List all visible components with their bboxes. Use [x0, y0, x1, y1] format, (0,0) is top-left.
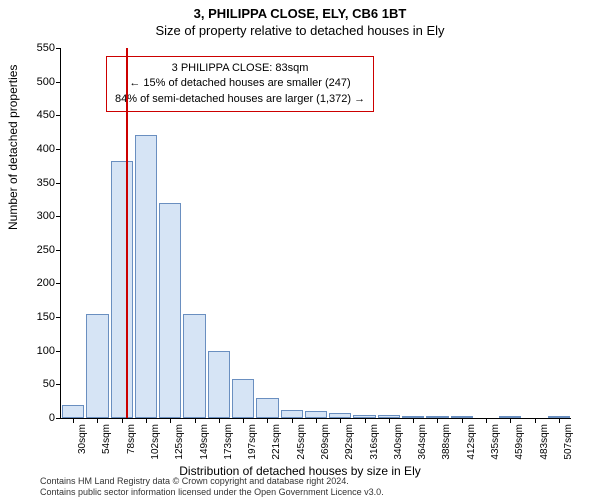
y-tick-mark: [56, 115, 61, 116]
property-callout: 3 PHILIPPA CLOSE: 83sqm ← 15% of detache…: [106, 56, 374, 112]
x-tick-label: 340sqm: [393, 424, 404, 460]
histogram-bar: [305, 411, 327, 418]
footer-line2: Contains public sector information licen…: [40, 487, 384, 498]
callout-larger: 84% of semi-detached houses are larger (…: [115, 92, 365, 107]
x-tick-label: 78sqm: [126, 424, 137, 454]
chart-plot-area: 3 PHILIPPA CLOSE: 83sqm ← 15% of detache…: [60, 48, 571, 419]
y-tick-mark: [56, 48, 61, 49]
x-tick-mark: [146, 418, 147, 423]
histogram-bar: [111, 161, 133, 418]
x-tick-label: 173sqm: [223, 424, 234, 460]
x-tick-label: 102sqm: [150, 424, 161, 460]
x-tick-label: 149sqm: [199, 424, 210, 460]
x-tick-mark: [219, 418, 220, 423]
x-tick-label: 269sqm: [320, 424, 331, 460]
histogram-bar: [159, 203, 181, 418]
histogram-bar: [256, 398, 278, 418]
y-tick-mark: [56, 149, 61, 150]
x-tick-label: 507sqm: [563, 424, 574, 460]
x-tick-label: 435sqm: [490, 424, 501, 460]
x-tick-mark: [486, 418, 487, 423]
x-tick-label: 30sqm: [77, 424, 88, 454]
x-tick-mark: [535, 418, 536, 423]
x-tick-mark: [462, 418, 463, 423]
x-tick-mark: [243, 418, 244, 423]
y-tick-mark: [56, 183, 61, 184]
x-tick-mark: [413, 418, 414, 423]
y-tick-mark: [56, 283, 61, 284]
histogram-bar: [183, 314, 205, 418]
y-tick-mark: [56, 216, 61, 217]
x-tick-mark: [170, 418, 171, 423]
x-tick-mark: [195, 418, 196, 423]
x-tick-label: 412sqm: [466, 424, 477, 460]
histogram-bar: [135, 135, 157, 418]
x-tick-mark: [97, 418, 98, 423]
x-tick-label: 125sqm: [174, 424, 185, 460]
footer-attribution: Contains HM Land Registry data © Crown c…: [40, 476, 384, 498]
y-tick-mark: [56, 82, 61, 83]
x-tick-label: 221sqm: [271, 424, 282, 460]
x-tick-mark: [437, 418, 438, 423]
x-tick-label: 316sqm: [369, 424, 380, 460]
x-tick-label: 483sqm: [539, 424, 550, 460]
histogram-bar: [208, 351, 230, 418]
histogram-bar: [62, 405, 84, 418]
y-tick-mark: [56, 384, 61, 385]
histogram-bar: [86, 314, 108, 418]
x-tick-label: 245sqm: [296, 424, 307, 460]
y-tick-mark: [56, 418, 61, 419]
chart-subtitle: Size of property relative to detached ho…: [0, 21, 600, 38]
x-tick-mark: [122, 418, 123, 423]
y-axis-label: Number of detached properties: [6, 65, 20, 230]
y-tick-mark: [56, 317, 61, 318]
chart-container: 3, PHILIPPA CLOSE, ELY, CB6 1BT Size of …: [0, 0, 600, 500]
footer-line1: Contains HM Land Registry data © Crown c…: [40, 476, 384, 487]
chart-title-address: 3, PHILIPPA CLOSE, ELY, CB6 1BT: [0, 0, 600, 21]
property-marker-line: [126, 48, 128, 418]
x-tick-label: 364sqm: [417, 424, 428, 460]
histogram-bar: [281, 410, 303, 418]
x-tick-mark: [267, 418, 268, 423]
x-tick-mark: [316, 418, 317, 423]
callout-smaller: ← 15% of detached houses are smaller (24…: [115, 76, 365, 91]
x-tick-label: 459sqm: [514, 424, 525, 460]
y-tick-mark: [56, 351, 61, 352]
x-tick-mark: [73, 418, 74, 423]
y-tick-mark: [56, 250, 61, 251]
histogram-bar: [232, 379, 254, 418]
x-tick-label: 54sqm: [101, 424, 112, 454]
x-tick-label: 197sqm: [247, 424, 258, 460]
x-tick-mark: [340, 418, 341, 423]
x-tick-mark: [292, 418, 293, 423]
x-tick-mark: [559, 418, 560, 423]
x-tick-mark: [389, 418, 390, 423]
x-tick-label: 292sqm: [344, 424, 355, 460]
x-tick-mark: [510, 418, 511, 423]
callout-property: 3 PHILIPPA CLOSE: 83sqm: [115, 61, 365, 76]
x-tick-label: 388sqm: [441, 424, 452, 460]
x-tick-mark: [365, 418, 366, 423]
